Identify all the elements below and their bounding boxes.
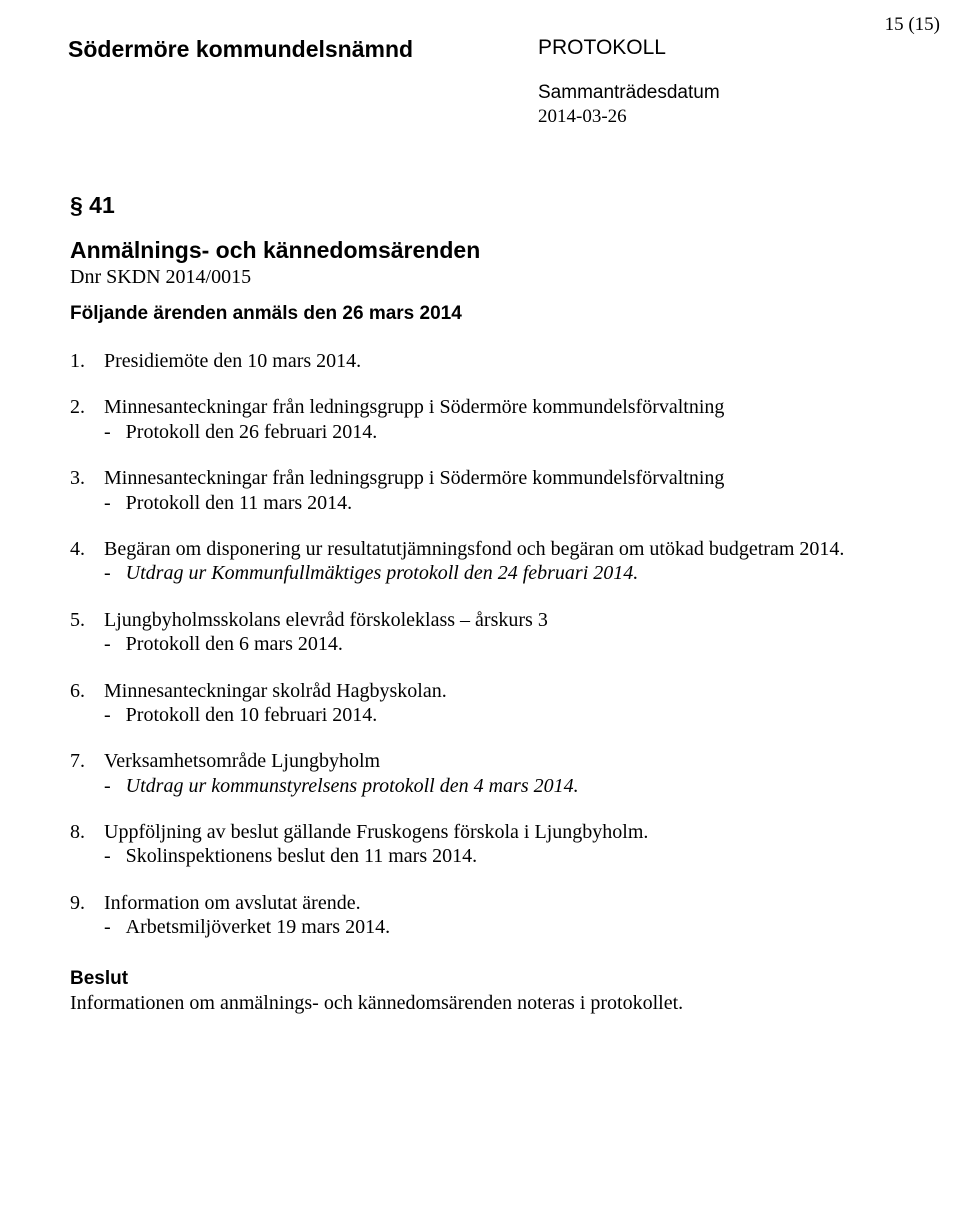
items-list: Presidiemöte den 10 mars 2014. Minnesante… — [70, 349, 892, 940]
meeting-date: 2014-03-26 — [538, 106, 720, 128]
doc-type: PROTOKOLL — [538, 36, 720, 60]
list-item-subline: - Arbetsmiljöverket 19 mars 2014. — [104, 915, 892, 939]
list-item-subline: - Skolinspektionens beslut den 11 mars 2… — [104, 844, 892, 868]
decision-heading: Beslut — [70, 968, 892, 990]
page-number: 15 (15) — [885, 14, 940, 36]
list-item-text: Presidiemöte den 10 mars 2014. — [104, 350, 361, 372]
meeting-date-label: Sammanträdesdatum — [538, 82, 720, 104]
list-item: Uppföljning av beslut gällande Fruskogen… — [70, 820, 892, 869]
document-page: 15 (15) Södermöre kommundelsnämnd PROTOK… — [0, 0, 960, 1217]
list-item: Begäran om disponering ur resultatutjämn… — [70, 537, 892, 586]
list-item-subline-text: Protokoll den 10 februari 2014. — [126, 704, 378, 726]
list-item: Ljungbyholmsskolans elevråd förskoleklas… — [70, 608, 892, 657]
list-item-subline-text: Utdrag ur Kommunfullmäktiges protokoll d… — [126, 562, 639, 584]
list-item-subline-text: Protokoll den 26 februari 2014. — [126, 421, 378, 443]
section-subheading: Följande ärenden anmäls den 26 mars 2014 — [70, 303, 892, 325]
list-item-text: Minnesanteckningar från ledningsgrupp i … — [104, 467, 724, 489]
diary-number: Dnr SKDN 2014/0015 — [70, 266, 892, 289]
list-item-subline: - Protokoll den 6 mars 2014. — [104, 632, 892, 656]
section-title: Anmälnings- och kännedomsärenden — [70, 237, 892, 264]
list-item-subline: - Protokoll den 26 februari 2014. — [104, 420, 892, 444]
list-item-subline-text: Arbetsmiljöverket 19 mars 2014. — [126, 916, 390, 938]
list-item: Minnesanteckningar från ledningsgrupp i … — [70, 395, 892, 444]
list-item-text: Information om avslutat ärende. — [104, 892, 361, 914]
list-item-subline-text: Skolinspektionens beslut den 11 mars 201… — [126, 845, 477, 867]
header-right: PROTOKOLL Sammanträdesdatum 2014-03-26 — [538, 36, 720, 128]
list-item-text: Verksamhetsområde Ljungbyholm — [104, 750, 380, 772]
list-item-subline-text: Protokoll den 6 mars 2014. — [126, 633, 343, 655]
list-item-text: Begäran om disponering ur resultatutjämn… — [104, 538, 844, 560]
list-item-text: Ljungbyholmsskolans elevråd förskoleklas… — [104, 609, 548, 631]
list-item: Information om avslutat ärende.- Arbetsm… — [70, 891, 892, 940]
list-item: Verksamhetsområde Ljungbyholm- Utdrag ur… — [70, 749, 892, 798]
list-item-subline-text: Utdrag ur kommunstyrelsens protokoll den… — [126, 775, 579, 797]
list-item: Minnesanteckningar från ledningsgrupp i … — [70, 466, 892, 515]
list-item: Minnesanteckningar skolråd Hagbyskolan.-… — [70, 679, 892, 728]
document-header: Södermöre kommundelsnämnd PROTOKOLL Samm… — [68, 36, 892, 128]
list-item-subline: - Utdrag ur Kommunfullmäktiges protokoll… — [104, 561, 892, 585]
authority-name: Södermöre kommundelsnämnd — [68, 36, 538, 128]
list-item-subline: - Utdrag ur kommunstyrelsens protokoll d… — [104, 774, 892, 798]
list-item-subline-text: Protokoll den 11 mars 2014. — [126, 492, 352, 514]
list-item-subline: - Protokoll den 10 februari 2014. — [104, 703, 892, 727]
decision-text: Informationen om anmälnings- och kännedo… — [70, 992, 892, 1015]
document-body: § 41 Anmälnings- och kännedomsärenden Dn… — [70, 192, 892, 1015]
list-item-text: Minnesanteckningar skolråd Hagbyskolan. — [104, 680, 447, 702]
list-item-text: Uppföljning av beslut gällande Fruskogen… — [104, 821, 648, 843]
section-number: § 41 — [70, 192, 892, 219]
list-item-subline: - Protokoll den 11 mars 2014. — [104, 491, 892, 515]
list-item: Presidiemöte den 10 mars 2014. — [70, 349, 892, 373]
list-item-text: Minnesanteckningar från ledningsgrupp i … — [104, 396, 724, 418]
